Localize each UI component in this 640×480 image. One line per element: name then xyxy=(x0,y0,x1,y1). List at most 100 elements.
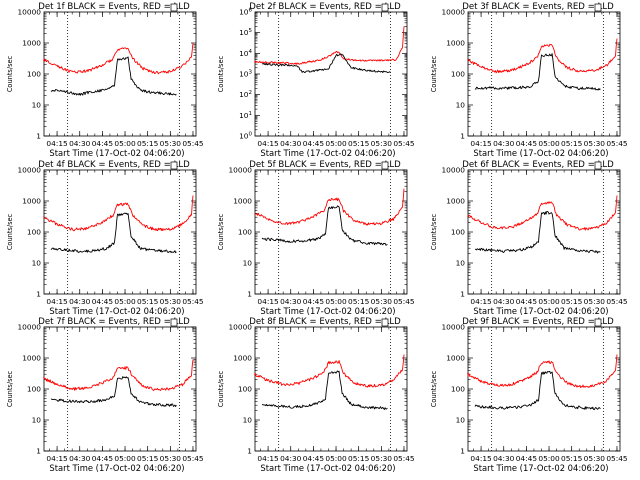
lld-rate-line xyxy=(43,42,194,75)
y-tick-label: 10000 xyxy=(17,8,41,17)
y-tick-label: 1 xyxy=(36,447,41,456)
plot-frame xyxy=(43,169,197,295)
x-tick-label: 04:15 xyxy=(257,454,279,463)
y-tick-label: 1000 xyxy=(22,197,41,206)
y-axis-label: Counts/sec xyxy=(430,213,438,250)
x-tick-label: 04:15 xyxy=(257,139,279,148)
x-tick-label: 04:15 xyxy=(257,297,279,306)
y-tick-label: 101 xyxy=(239,111,252,120)
x-axis-label: Start Time (17-Oct-02 04:06:20) xyxy=(49,463,184,473)
title-marker-box xyxy=(381,3,389,12)
y-tick-label: 10 xyxy=(32,259,42,268)
x-tick-label: 05:30 xyxy=(371,297,393,306)
x-tick-label: 05:30 xyxy=(584,139,606,148)
event-rate-line xyxy=(474,210,601,254)
y-tick-label: 1 xyxy=(460,447,465,456)
y-tick-label: 105 xyxy=(239,28,252,37)
lld-rate-line xyxy=(467,195,618,231)
x-tick-label: 05:00 xyxy=(114,454,136,463)
chart-panel-2: Det 2f BLACK = Events, RED = LLD10010110… xyxy=(217,2,415,158)
x-tick-label: 04:30 xyxy=(69,454,91,463)
plot-frame xyxy=(254,169,408,295)
y-tick-label: 103 xyxy=(239,70,252,79)
y-tick-exponent: 0 xyxy=(249,132,253,138)
y-tick-label: 100 xyxy=(238,385,252,394)
title-marker-box xyxy=(170,3,178,12)
y-tick-exponent: 5 xyxy=(249,28,253,34)
chart-title: Det 8f BLACK = Events, RED = LLD xyxy=(249,317,401,327)
y-tick-label: 1 xyxy=(247,290,252,299)
chart-title: Det 2f BLACK = Events, RED = LLD xyxy=(249,2,401,12)
title-marker-box xyxy=(594,161,602,170)
y-tick-label: 10 xyxy=(243,259,253,268)
title-marker-box xyxy=(170,161,178,170)
x-tick-label: 05:30 xyxy=(160,297,182,306)
event-rate-line xyxy=(50,56,177,96)
x-tick-label: 05:00 xyxy=(325,454,347,463)
x-tick-label: 04:15 xyxy=(46,297,68,306)
x-axis-label: Start Time (17-Oct-02 04:06:20) xyxy=(49,148,184,158)
x-tick-label: 05:00 xyxy=(538,454,560,463)
x-tick-label: 05:00 xyxy=(114,297,136,306)
event-rate-line xyxy=(261,205,388,246)
y-tick-label: 10000 xyxy=(441,323,465,332)
x-tick-label: 05:30 xyxy=(371,139,393,148)
title-marker-box xyxy=(381,318,389,327)
x-tick-label: 05:30 xyxy=(160,139,182,148)
y-tick-label: 1 xyxy=(460,132,465,141)
event-rate-line xyxy=(474,53,601,91)
y-tick-label: 100 xyxy=(27,228,41,237)
x-tick-label: 05:15 xyxy=(137,297,159,306)
y-tick-label: 10000 xyxy=(441,8,465,17)
x-tick-label: 05:15 xyxy=(348,297,370,306)
plot-frame xyxy=(467,11,621,137)
x-axis-label: Start Time (17-Oct-02 04:06:20) xyxy=(473,306,608,316)
x-tick-label: 05:45 xyxy=(182,139,204,148)
lld-rate-line xyxy=(467,38,618,74)
x-tick-label: 04:30 xyxy=(280,297,302,306)
x-tick-label: 05:15 xyxy=(561,454,583,463)
x-tick-label: 05:30 xyxy=(371,454,393,463)
chart-title: Det 4f BLACK = Events, RED = LLD xyxy=(38,160,190,170)
chart-panel-5: Det 5f BLACK = Events, RED = LLD 1 10 100 10… xyxy=(217,160,415,316)
chart-title: Det 9f BLACK = Events, RED = LLD xyxy=(462,317,614,327)
y-tick-label: 1 xyxy=(460,290,465,299)
y-tick-label: 10 xyxy=(456,259,466,268)
x-tick-label: 04:45 xyxy=(516,139,538,148)
y-tick-label: 10000 xyxy=(228,166,252,175)
x-tick-label: 05:00 xyxy=(538,139,560,148)
x-axis-label: Start Time (17-Oct-02 04:06:20) xyxy=(473,148,608,158)
y-tick-label: 104 xyxy=(239,49,252,58)
lld-rate-line xyxy=(467,354,618,389)
x-axis-label: Start Time (17-Oct-02 04:06:20) xyxy=(260,306,395,316)
y-tick-label: 102 xyxy=(239,90,252,99)
event-rate-line xyxy=(261,53,391,74)
x-tick-label: 05:15 xyxy=(561,139,583,148)
chart-panel-9: Det 9f BLACK = Events, RED = LLD 1 10 100 10… xyxy=(430,317,628,473)
y-tick-label: 1000 xyxy=(233,197,252,206)
y-tick-label: 100 xyxy=(238,228,252,237)
x-tick-label: 04:45 xyxy=(303,139,325,148)
x-tick-label: 04:45 xyxy=(92,454,114,463)
chart-panel-1: Det 1f BLACK = Events, RED = LLD 1 10 100 10… xyxy=(6,2,204,158)
y-tick-label: 1000 xyxy=(233,354,252,363)
y-tick-label: 10000 xyxy=(228,323,252,332)
y-tick-label: 10 xyxy=(243,416,253,425)
chart-title: Det 3f BLACK = Events, RED = LLD xyxy=(462,2,614,12)
x-tick-label: 04:45 xyxy=(516,454,538,463)
y-tick-label: 1 xyxy=(36,132,41,141)
x-tick-label: 04:45 xyxy=(303,297,325,306)
x-tick-label: 04:30 xyxy=(280,139,302,148)
x-tick-label: 05:15 xyxy=(137,139,159,148)
x-tick-label: 05:45 xyxy=(182,454,204,463)
y-axis-label: Counts/sec xyxy=(217,370,225,407)
x-tick-label: 05:45 xyxy=(393,297,415,306)
x-tick-label: 04:30 xyxy=(493,297,515,306)
y-axis-label: Counts/sec xyxy=(217,55,225,92)
y-tick-label: 10000 xyxy=(441,166,465,175)
x-tick-label: 04:30 xyxy=(493,139,515,148)
chart-title: Det 6f BLACK = Events, RED = LLD xyxy=(462,160,614,170)
y-tick-exponent: 1 xyxy=(249,111,253,117)
plot-frame xyxy=(467,326,621,452)
x-tick-label: 05:45 xyxy=(182,297,204,306)
